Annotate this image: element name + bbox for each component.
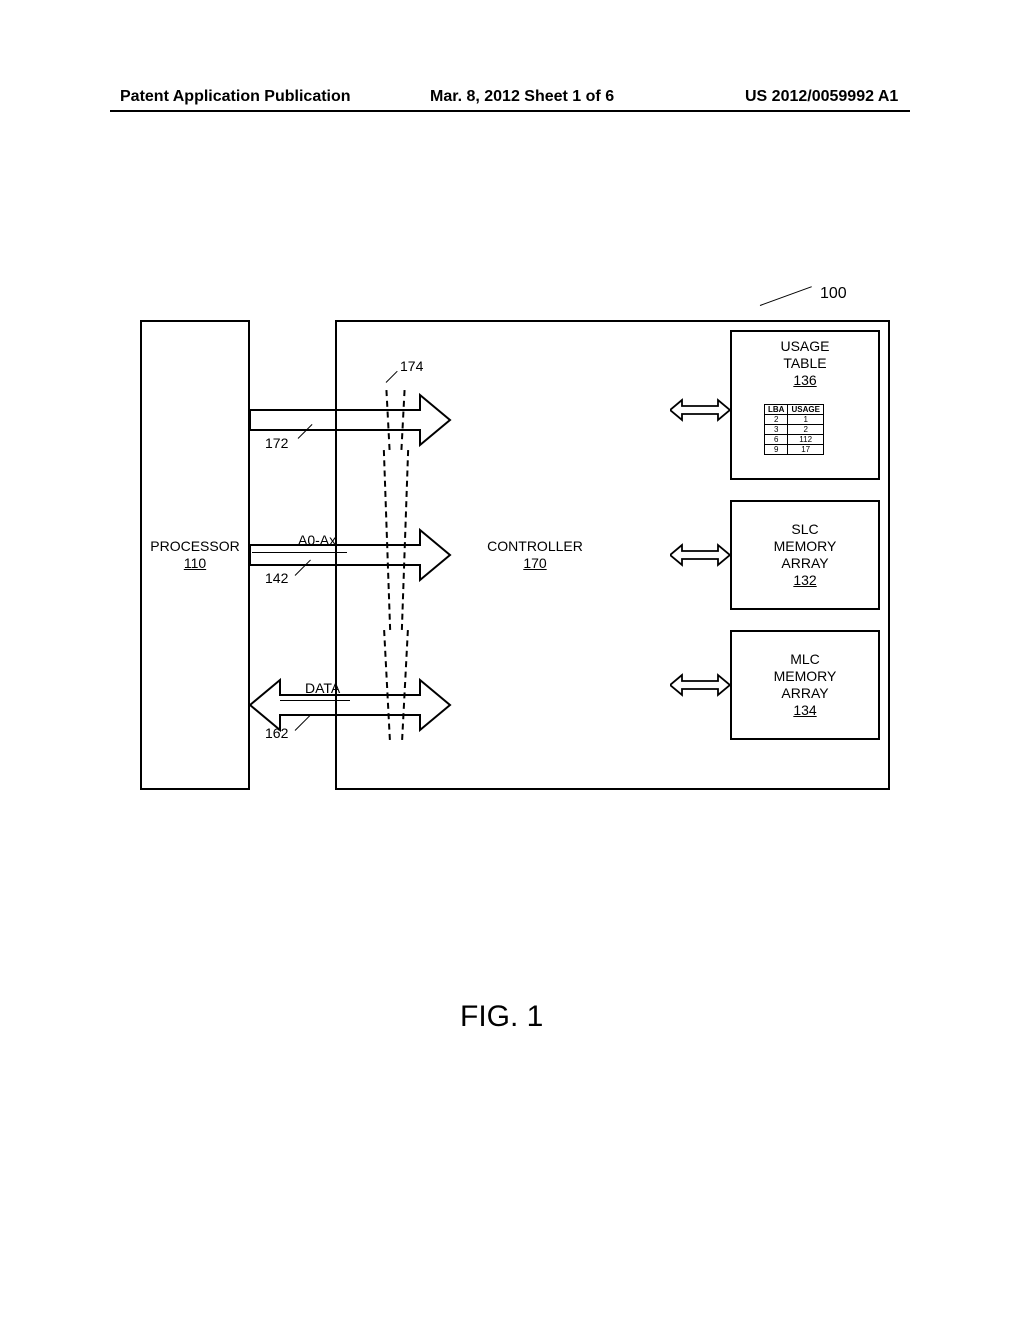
mlc-label: MLC MEMORY ARRAY xyxy=(774,651,837,701)
arrow-162-label: 162 xyxy=(265,725,288,741)
usage-table-num: 136 xyxy=(793,372,816,389)
system-ref-label: 100 xyxy=(820,285,847,303)
mlc-block: MLC MEMORY ARRAY 134 xyxy=(730,630,880,740)
ut-r3c2: 112 xyxy=(788,435,823,445)
ut-r2c2: 2 xyxy=(788,425,823,435)
processor-num: 110 xyxy=(184,555,206,572)
arrow-174-label: 174 xyxy=(400,358,423,374)
header-mid: Mar. 8, 2012 Sheet 1 of 6 xyxy=(430,88,614,106)
ut-h1: LBA xyxy=(765,405,788,415)
processor-label: PROCESSOR xyxy=(150,538,239,555)
header-left: Patent Application Publication xyxy=(120,88,351,106)
slc-label: SLC MEMORY ARRAY xyxy=(774,521,837,571)
figure-caption: FIG. 1 xyxy=(460,1000,543,1034)
system-diagram: 100 PROCESSOR 110 CONTROLLER 170 USAGE T… xyxy=(140,300,900,820)
controller-label: CONTROLLER xyxy=(487,538,583,555)
arrow-172-label: 172 xyxy=(265,435,288,451)
small-arrow-slc-icon xyxy=(670,540,730,570)
ut-r4c1: 9 xyxy=(765,445,788,455)
header-right: US 2012/0059992 A1 xyxy=(745,88,898,106)
system-ref-line xyxy=(760,286,812,306)
arrow-data-underline xyxy=(280,700,350,701)
ut-r1c2: 1 xyxy=(788,415,823,425)
controller-block: CONTROLLER 170 xyxy=(460,420,610,690)
slc-block: SLC MEMORY ARRAY 132 xyxy=(730,500,880,610)
usage-table-label: USAGE TABLE xyxy=(780,338,829,372)
ut-r1c1: 2 xyxy=(765,415,788,425)
header-rule xyxy=(110,110,910,112)
usage-table-block: USAGE TABLE 136 LBAUSAGE 21 32 6112 917 xyxy=(730,330,880,480)
arrow-a0ax-underline xyxy=(252,552,347,553)
small-arrow-usage-icon xyxy=(670,395,730,425)
small-arrow-mlc-icon xyxy=(670,670,730,700)
slc-num: 132 xyxy=(793,572,816,589)
ut-r2c1: 3 xyxy=(765,425,788,435)
arrow-data-label: DATA xyxy=(305,680,340,696)
arrow-a0ax-label: A0-Ax xyxy=(298,532,336,548)
ut-h2: USAGE xyxy=(788,405,823,415)
arrow-bot-icon xyxy=(250,680,450,730)
ut-r4c2: 17 xyxy=(788,445,823,455)
processor-block: PROCESSOR 110 xyxy=(140,320,250,790)
usage-table: LBAUSAGE 21 32 6112 917 xyxy=(764,404,824,455)
controller-num: 170 xyxy=(523,555,546,572)
mlc-num: 134 xyxy=(793,702,816,719)
proc-ctrl-arrows xyxy=(250,320,475,790)
arrow-142-label: 142 xyxy=(265,570,288,586)
ut-r3c1: 6 xyxy=(765,435,788,445)
page: Patent Application Publication Mar. 8, 2… xyxy=(0,0,1024,1320)
